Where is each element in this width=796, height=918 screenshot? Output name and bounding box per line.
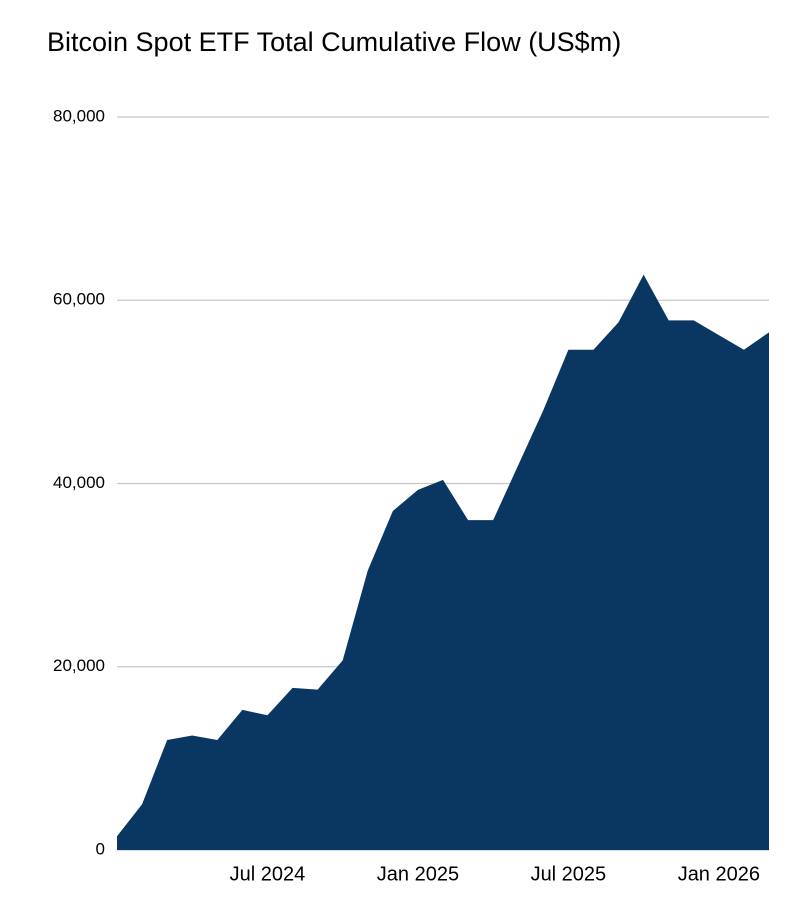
y-tick-label: 80,000 bbox=[53, 106, 105, 125]
y-tick-label: 60,000 bbox=[53, 290, 105, 309]
y-tick-label: 40,000 bbox=[53, 473, 105, 492]
x-tick-label: Jul 2024 bbox=[230, 863, 306, 885]
y-tick-label: 20,000 bbox=[53, 656, 105, 675]
chart-title: Bitcoin Spot ETF Total Cumulative Flow (… bbox=[47, 27, 621, 57]
x-tick-label: Jul 2025 bbox=[531, 863, 607, 885]
x-tick-label: Jan 2026 bbox=[678, 863, 760, 885]
area bbox=[117, 274, 769, 851]
y-tick-label: 0 bbox=[96, 839, 105, 858]
x-tick-label: Jan 2025 bbox=[377, 863, 459, 885]
